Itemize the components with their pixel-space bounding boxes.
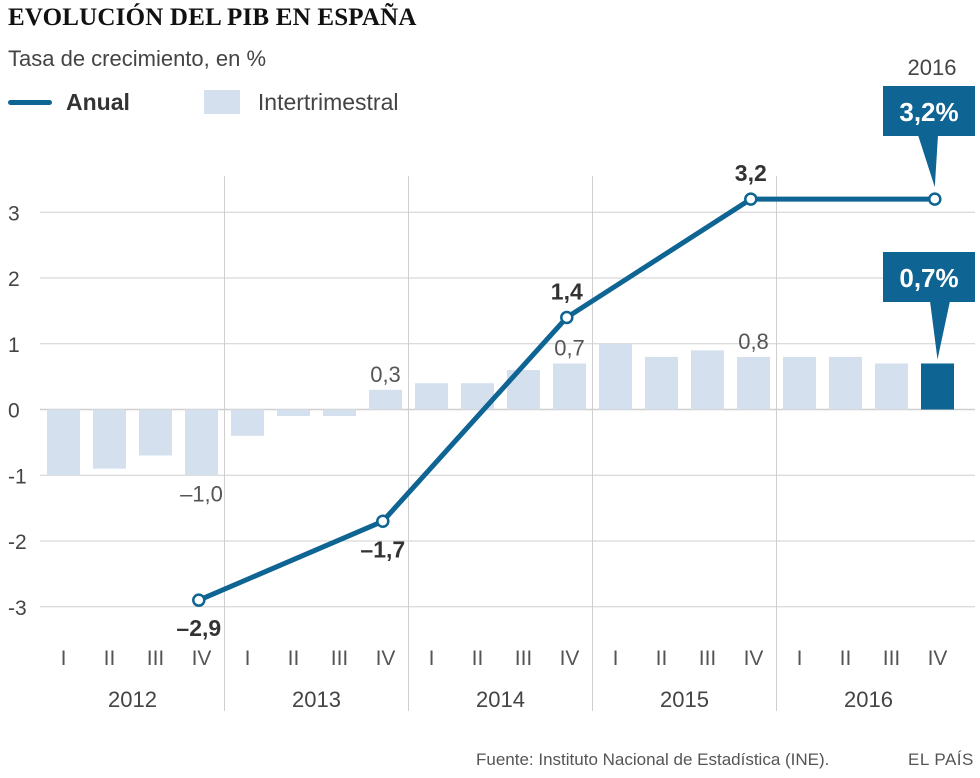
quarter-tick-label: IV bbox=[928, 647, 948, 670]
quarter-tick-label: I bbox=[797, 647, 803, 670]
bar bbox=[737, 356, 770, 410]
bar bbox=[691, 350, 724, 410]
bar bbox=[47, 409, 80, 476]
callout-quarter-value: 0,7% bbox=[899, 263, 958, 293]
annual-point bbox=[560, 310, 574, 325]
year-label: 2015 bbox=[660, 687, 709, 712]
quarter-tick-label: IV bbox=[744, 647, 764, 670]
bar bbox=[185, 409, 218, 476]
bar-highlight bbox=[921, 363, 954, 410]
legend: Anual Intertrimestral bbox=[8, 86, 398, 118]
bar bbox=[553, 363, 586, 410]
chart-title: EVOLUCIÓN DEL PIB EN ESPAÑA bbox=[8, 4, 417, 31]
bar bbox=[645, 356, 678, 410]
bar bbox=[369, 389, 402, 410]
quarter-tick-label: II bbox=[288, 647, 300, 670]
bar bbox=[231, 409, 264, 436]
callout-annual-box bbox=[883, 86, 975, 136]
bar-value-label: 0,3 bbox=[370, 362, 401, 387]
bar-value-label: 0,8 bbox=[738, 329, 769, 354]
quarter-tick-label: I bbox=[613, 647, 619, 670]
annual-point bbox=[376, 514, 390, 529]
quarter-tick-label: III bbox=[331, 647, 349, 670]
annual-point bbox=[928, 192, 942, 206]
annual-value-label: –2,9 bbox=[176, 615, 221, 641]
quarter-tick-label: I bbox=[245, 647, 251, 670]
bar bbox=[829, 356, 862, 410]
bar bbox=[783, 356, 816, 410]
year-label: 2012 bbox=[108, 687, 157, 712]
y-tick-label: -2 bbox=[8, 531, 27, 554]
legend-line-swatch bbox=[8, 99, 52, 105]
legend-annual-label: Anual bbox=[66, 88, 130, 115]
year-label: 2013 bbox=[292, 687, 341, 712]
quarter-tick-label: IV bbox=[376, 647, 396, 670]
quarter-tick-label: IV bbox=[192, 647, 212, 670]
callout-quarter-box bbox=[883, 252, 975, 302]
callout-annual-pointer bbox=[918, 135, 938, 188]
chart-subtitle: Tasa de crecimiento, en % bbox=[8, 46, 267, 71]
y-tick-label: 3 bbox=[8, 202, 20, 225]
quarter-tick-label: II bbox=[472, 647, 484, 670]
quarter-tick-label: II bbox=[656, 647, 668, 670]
year-label: 2014 bbox=[476, 687, 525, 712]
callout-annual-value: 3,2% bbox=[899, 97, 958, 127]
legend-bar-swatch bbox=[203, 90, 240, 114]
legend-quarterly-label: Intertrimestral bbox=[257, 88, 399, 115]
brand-credit: EL PAÍS bbox=[908, 750, 974, 769]
quarter-tick-label: II bbox=[840, 647, 852, 670]
quarter-tick-label: IV bbox=[560, 647, 580, 670]
year-label: 2016 bbox=[844, 687, 893, 712]
annual-point bbox=[744, 192, 758, 206]
y-tick-label: -3 bbox=[8, 597, 27, 620]
source-note: Fuente: Instituto Nacional de Estadístic… bbox=[476, 750, 830, 769]
bar bbox=[323, 409, 356, 417]
bar bbox=[277, 409, 310, 417]
callout-quarter-pointer bbox=[930, 301, 950, 360]
bar bbox=[415, 383, 448, 410]
bar-value-label: –1,0 bbox=[180, 481, 223, 506]
annual-value-label: 1,4 bbox=[551, 278, 583, 304]
annual-value-label: 3,2 bbox=[735, 160, 767, 186]
quarter-tick-label: I bbox=[61, 647, 67, 670]
y-tick-label: 0 bbox=[8, 400, 20, 423]
y-tick-label: 1 bbox=[8, 334, 20, 357]
quarter-tick-label: II bbox=[104, 647, 116, 670]
quarter-tick-label: III bbox=[515, 647, 533, 670]
quarter-tick-label: III bbox=[147, 647, 165, 670]
bar bbox=[93, 409, 126, 469]
annual-point bbox=[192, 593, 206, 607]
quarter-tick-label: III bbox=[699, 647, 717, 670]
bar-value-label: 0,7 bbox=[554, 335, 585, 360]
callout-year-label: 2016 bbox=[908, 55, 957, 80]
bar bbox=[875, 363, 908, 410]
y-tick-label: 2 bbox=[8, 268, 20, 291]
annual-value-label: –1,7 bbox=[360, 536, 405, 562]
quarter-tick-label: I bbox=[429, 647, 435, 670]
bar bbox=[139, 409, 172, 456]
quarter-tick-label: III bbox=[883, 647, 901, 670]
y-tick-label: -1 bbox=[8, 465, 27, 488]
bar bbox=[599, 343, 632, 410]
